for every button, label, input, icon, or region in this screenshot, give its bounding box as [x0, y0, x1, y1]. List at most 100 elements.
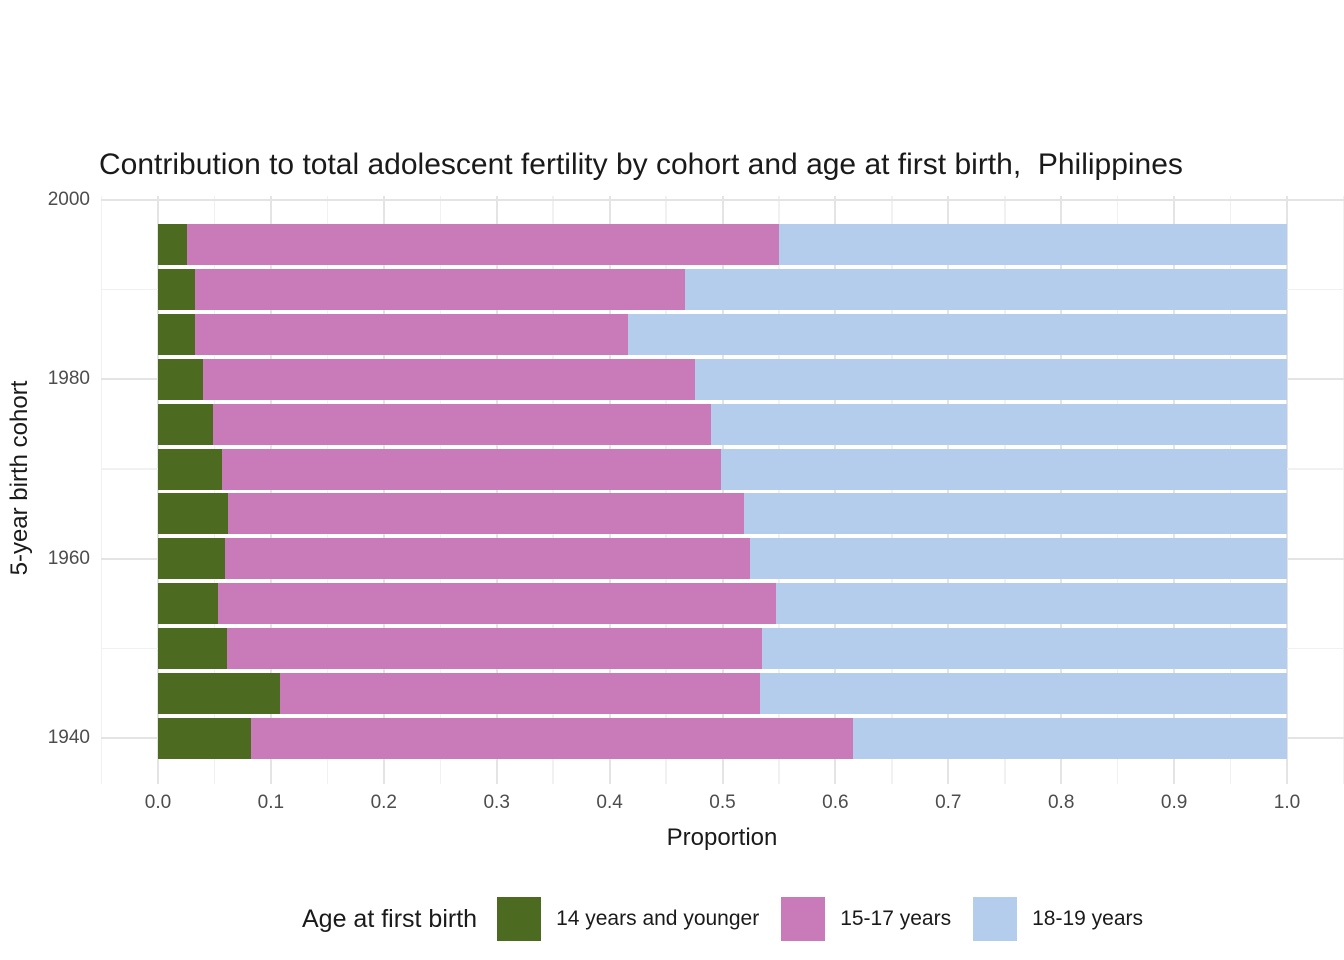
- legend-item: 15-17 years: [781, 897, 951, 941]
- x-minor-gridline: [552, 196, 554, 784]
- bar-segment: [195, 314, 628, 355]
- bar-segment: [279, 672, 760, 714]
- bar-segment: [158, 672, 280, 714]
- x-tick-label: 0.2: [370, 792, 397, 813]
- y-tick-label: 2000: [47, 189, 90, 210]
- x-tick-label: 0.8: [1047, 792, 1075, 813]
- x-tick-label: 0.6: [822, 792, 849, 813]
- legend-swatch-icon: [781, 897, 826, 941]
- x-major-gridline: [608, 196, 611, 784]
- bar-segment: [226, 627, 762, 669]
- bar-row-1975: [101, 403, 1344, 445]
- x-tick-label: 0.0: [144, 792, 172, 813]
- bar-segment: [158, 448, 223, 490]
- legend-title: Age at first birth: [301, 904, 478, 933]
- x-tick-label: 0.3: [483, 792, 510, 813]
- x-minor-gridline: [891, 196, 893, 784]
- y-major-gridline: [101, 199, 1344, 201]
- bar-row-1940: [101, 717, 1344, 759]
- bar-row-1950: [101, 627, 1344, 669]
- bar-segment: [685, 269, 1287, 311]
- bar-segment: [227, 493, 744, 535]
- x-major-gridline: [721, 196, 724, 784]
- chart-title: Contribution to total adolescent fertili…: [99, 148, 1183, 181]
- bar-segment: [158, 269, 196, 311]
- x-tick-label: 0.5: [709, 792, 736, 813]
- bar-segment: [749, 538, 1287, 580]
- bar-segment: [158, 314, 196, 355]
- x-major-gridline: [947, 196, 950, 784]
- bar-row-1965: [101, 493, 1344, 535]
- x-minor-gridline: [213, 196, 216, 784]
- bar-row-1945: [101, 672, 1344, 714]
- legend-swatch-icon: [497, 897, 542, 941]
- x-tick-label: 0.9: [1160, 792, 1188, 813]
- x-tick-label: 0.4: [596, 792, 623, 813]
- y-tick-label: 1980: [47, 368, 90, 390]
- legend-item-label: 18-19 years: [1032, 907, 1144, 930]
- x-major-gridline: [834, 196, 837, 784]
- bar-segment: [627, 314, 1287, 355]
- legend-items: 14 years and younger 15-17 years 18-19 yea…: [497, 897, 1143, 941]
- x-minor-gridline: [439, 196, 441, 784]
- bar-row-1955: [101, 583, 1344, 624]
- bar-segment: [158, 493, 228, 535]
- bar-row-1990: [101, 269, 1344, 311]
- x-tick-label: 1.0: [1273, 792, 1301, 813]
- bar-row-1960: [101, 538, 1344, 580]
- bar-segment: [187, 224, 779, 266]
- y-tick-label: 1960: [47, 547, 90, 569]
- x-tick-label: 0.1: [257, 792, 285, 813]
- bar-segment: [217, 583, 776, 624]
- bar-segment: [158, 358, 204, 400]
- bar-segment: [853, 717, 1287, 759]
- legend-item-label: 15-17 years: [840, 907, 952, 930]
- x-minor-gridline: [326, 196, 329, 784]
- x-major-gridline: [1173, 196, 1176, 784]
- x-axis-title: Proportion: [666, 824, 778, 851]
- bar-segment: [711, 403, 1287, 445]
- bar-row-1980: [101, 358, 1344, 400]
- legend-item: 14 years and younger: [497, 897, 759, 941]
- bar-segment: [695, 358, 1287, 400]
- bar-segment: [762, 627, 1287, 669]
- bar-row-1995: [101, 224, 1344, 266]
- bar-segment: [158, 224, 188, 266]
- legend-item: 18-19 years: [973, 897, 1143, 941]
- bar-segment: [743, 493, 1287, 535]
- x-major-gridline: [157, 196, 159, 784]
- x-major-gridline: [495, 196, 498, 784]
- y-axis-title: 5-year birth cohort: [6, 380, 33, 576]
- x-minor-gridline: [101, 196, 103, 784]
- bar-segment: [224, 538, 750, 580]
- bar-segment: [778, 224, 1287, 266]
- bar-segment: [213, 403, 712, 445]
- bar-segment: [222, 448, 722, 490]
- bar-segment: [158, 538, 225, 580]
- legend-swatch-icon: [973, 897, 1018, 941]
- bar-segment: [775, 583, 1287, 624]
- bar-segment: [759, 672, 1287, 714]
- bar-segment: [721, 448, 1287, 490]
- bar-segment: [158, 717, 251, 759]
- x-minor-gridline: [1342, 196, 1344, 784]
- x-minor-gridline: [665, 196, 667, 784]
- x-tick-label: 0.7: [935, 792, 962, 813]
- legend: Age at first birth 14 years and younger 1…: [101, 896, 1344, 942]
- x-minor-gridline: [778, 196, 780, 784]
- bar-row-1970: [101, 448, 1344, 490]
- x-minor-gridline: [1229, 196, 1232, 784]
- x-major-gridline: [1060, 196, 1063, 784]
- x-major-gridline: [269, 196, 272, 784]
- bar-segment: [158, 403, 214, 445]
- x-minor-gridline: [1116, 196, 1119, 784]
- bar-segment: [195, 269, 686, 311]
- legend-item-label: 14 years and younger: [556, 907, 760, 930]
- bar-row-1985: [101, 314, 1344, 355]
- bar-segment: [158, 627, 227, 669]
- bar-segment: [158, 583, 218, 624]
- bar-segment: [250, 717, 854, 759]
- y-tick-label: 1940: [47, 727, 90, 748]
- bar-segment: [203, 358, 696, 400]
- x-major-gridline: [1286, 196, 1288, 784]
